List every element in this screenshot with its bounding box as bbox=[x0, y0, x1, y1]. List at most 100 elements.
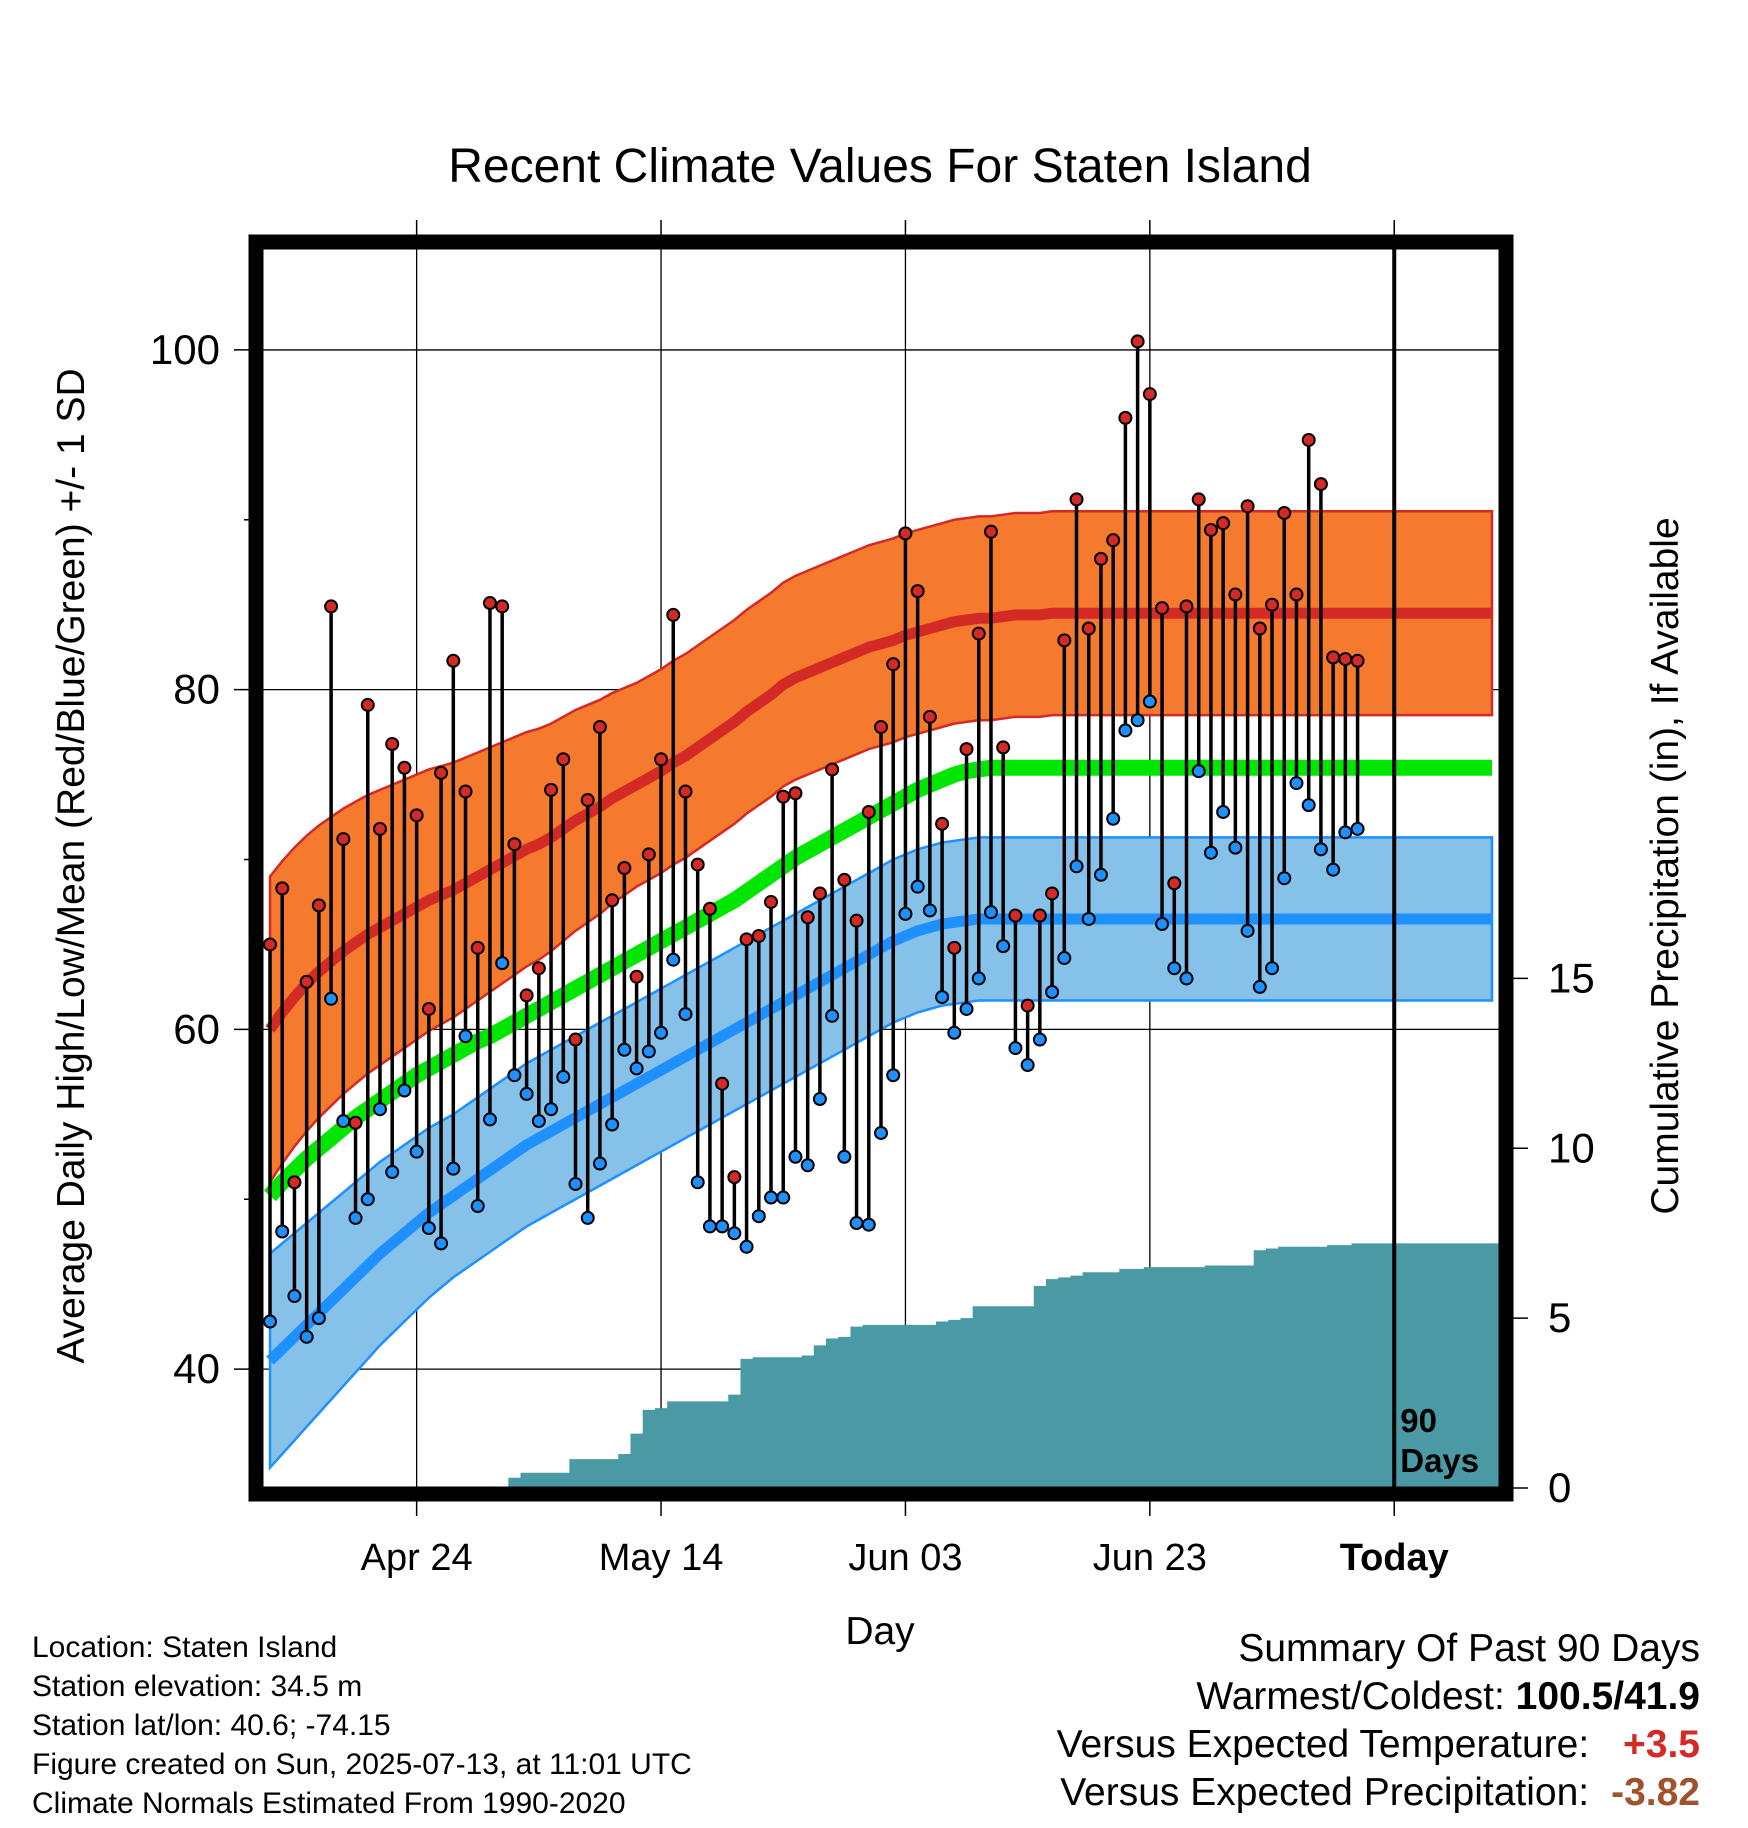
observed-high-25 bbox=[568, 1032, 583, 1047]
observed-high-8 bbox=[360, 697, 375, 712]
observed-low-69 bbox=[1106, 811, 1121, 826]
y2tick-label-5: 5 bbox=[1548, 1294, 1571, 1341]
observed-high-70 bbox=[1118, 410, 1133, 425]
observed-low-85 bbox=[1301, 798, 1316, 813]
y2tick-label-0: 0 bbox=[1548, 1464, 1571, 1511]
observed-low-32 bbox=[654, 1025, 669, 1040]
observed-high-51 bbox=[886, 657, 901, 672]
observed-high-73 bbox=[1155, 601, 1170, 616]
observed-high-76 bbox=[1191, 492, 1206, 507]
observed-low-30 bbox=[629, 1061, 644, 1076]
temp-row: Versus Expected Temperature: +3.5 bbox=[1057, 1721, 1700, 1769]
observed-low-39 bbox=[739, 1239, 754, 1254]
observed-high-29 bbox=[617, 861, 632, 875]
observed-high-68 bbox=[1093, 551, 1108, 566]
plot-frame bbox=[248, 234, 1514, 1502]
observed-low-51 bbox=[886, 1068, 901, 1083]
observed-low-77 bbox=[1203, 845, 1218, 860]
observed-high-61 bbox=[1008, 908, 1023, 923]
observed-low-59 bbox=[983, 905, 998, 920]
observed-low-19 bbox=[495, 956, 510, 971]
observed-high-20 bbox=[507, 837, 522, 852]
observed-low-34 bbox=[678, 1007, 693, 1022]
xtick-label-4: Today bbox=[1340, 1537, 1449, 1579]
observed-high-44 bbox=[800, 910, 815, 925]
observed-high-52 bbox=[898, 526, 913, 541]
observed-high-82 bbox=[1265, 597, 1280, 612]
observed-low-8 bbox=[360, 1192, 375, 1207]
precip-area bbox=[263, 1243, 1500, 1488]
observed-high-85 bbox=[1301, 432, 1316, 447]
temp-label: Versus Expected Temperature: bbox=[1056, 1723, 1590, 1766]
observed-low-15 bbox=[446, 1161, 461, 1176]
observed-low-36 bbox=[702, 1219, 717, 1234]
observed-high-78 bbox=[1216, 516, 1231, 531]
observed-high-72 bbox=[1142, 387, 1157, 402]
observed-low-3 bbox=[299, 1329, 314, 1344]
observed-high-57 bbox=[959, 742, 974, 757]
station-info: Location: Staten Island Station elevatio… bbox=[32, 1628, 692, 1823]
observed-high-43 bbox=[788, 786, 803, 801]
observed-low-25 bbox=[568, 1176, 583, 1191]
observed-low-74 bbox=[1167, 961, 1182, 976]
observed-low-29 bbox=[617, 1042, 632, 1057]
observed-low-10 bbox=[385, 1165, 400, 1180]
observed-low-2 bbox=[287, 1289, 302, 1304]
observed-low-38 bbox=[727, 1226, 742, 1241]
observed-low-7 bbox=[348, 1210, 363, 1225]
observed-high-89 bbox=[1350, 653, 1365, 668]
observed-low-1 bbox=[275, 1224, 290, 1239]
precip-label: Versus Expected Precipitation: bbox=[1060, 1771, 1590, 1814]
observed-low-24 bbox=[556, 1069, 571, 1084]
precip-value: -3.82 bbox=[1611, 1771, 1700, 1814]
observed-high-86 bbox=[1313, 477, 1328, 492]
observed-low-88 bbox=[1338, 825, 1353, 840]
observed-low-52 bbox=[898, 906, 913, 921]
ytick-label-100: 100 bbox=[150, 326, 220, 373]
observed-low-80 bbox=[1240, 923, 1255, 938]
y-axis-label: Average Daily High/Low/Mean (Red/Blue/Gr… bbox=[50, 368, 93, 1363]
observed-low-65 bbox=[1057, 951, 1072, 966]
ytick-label-80: 80 bbox=[173, 666, 220, 713]
temp-value: +3.5 bbox=[1623, 1723, 1700, 1766]
observed-low-78 bbox=[1216, 804, 1231, 819]
observed-low-20 bbox=[507, 1068, 522, 1083]
observed-high-30 bbox=[629, 969, 644, 984]
observed-high-49 bbox=[861, 804, 876, 819]
today-label-line2: Days bbox=[1400, 1442, 1479, 1479]
observed-high-34 bbox=[678, 784, 693, 799]
observed-high-74 bbox=[1167, 876, 1182, 891]
observed-high-19 bbox=[495, 599, 510, 614]
observed-high-6 bbox=[336, 832, 351, 847]
observed-high-75 bbox=[1179, 599, 1194, 614]
observed-low-68 bbox=[1093, 867, 1108, 882]
location-text: Location: Staten Island bbox=[32, 1631, 338, 1664]
observed-high-55 bbox=[935, 816, 950, 831]
observed-high-45 bbox=[812, 886, 827, 901]
observed-low-18 bbox=[482, 1112, 497, 1127]
observed-low-16 bbox=[458, 1029, 473, 1044]
observed-low-84 bbox=[1289, 776, 1304, 791]
latlon-text: Station lat/lon: 40.6; -74.15 bbox=[32, 1709, 391, 1742]
observed-high-69 bbox=[1106, 533, 1121, 548]
observed-high-18 bbox=[482, 596, 497, 611]
observed-low-83 bbox=[1277, 871, 1292, 886]
observed-high-27 bbox=[592, 720, 607, 735]
precip-row: Versus Expected Precipitation: -3.82 bbox=[1057, 1769, 1700, 1817]
observed-low-71 bbox=[1130, 713, 1145, 728]
ytick-label-60: 60 bbox=[173, 1005, 220, 1052]
band-low bbox=[268, 836, 1494, 1471]
observed-low-50 bbox=[874, 1125, 888, 1140]
observed-high-53 bbox=[910, 584, 925, 599]
observed-low-31 bbox=[641, 1044, 656, 1059]
observed-low-81 bbox=[1252, 979, 1267, 994]
observed-high-36 bbox=[702, 901, 717, 916]
observed-low-13 bbox=[421, 1221, 436, 1236]
observed-high-62 bbox=[1020, 998, 1035, 1013]
observed-high-1 bbox=[275, 881, 290, 896]
observed-low-82 bbox=[1265, 961, 1280, 976]
observed-high-32 bbox=[654, 752, 669, 767]
observed-low-43 bbox=[788, 1149, 803, 1164]
observed-high-2 bbox=[287, 1175, 302, 1190]
observed-low-28 bbox=[605, 1117, 620, 1132]
